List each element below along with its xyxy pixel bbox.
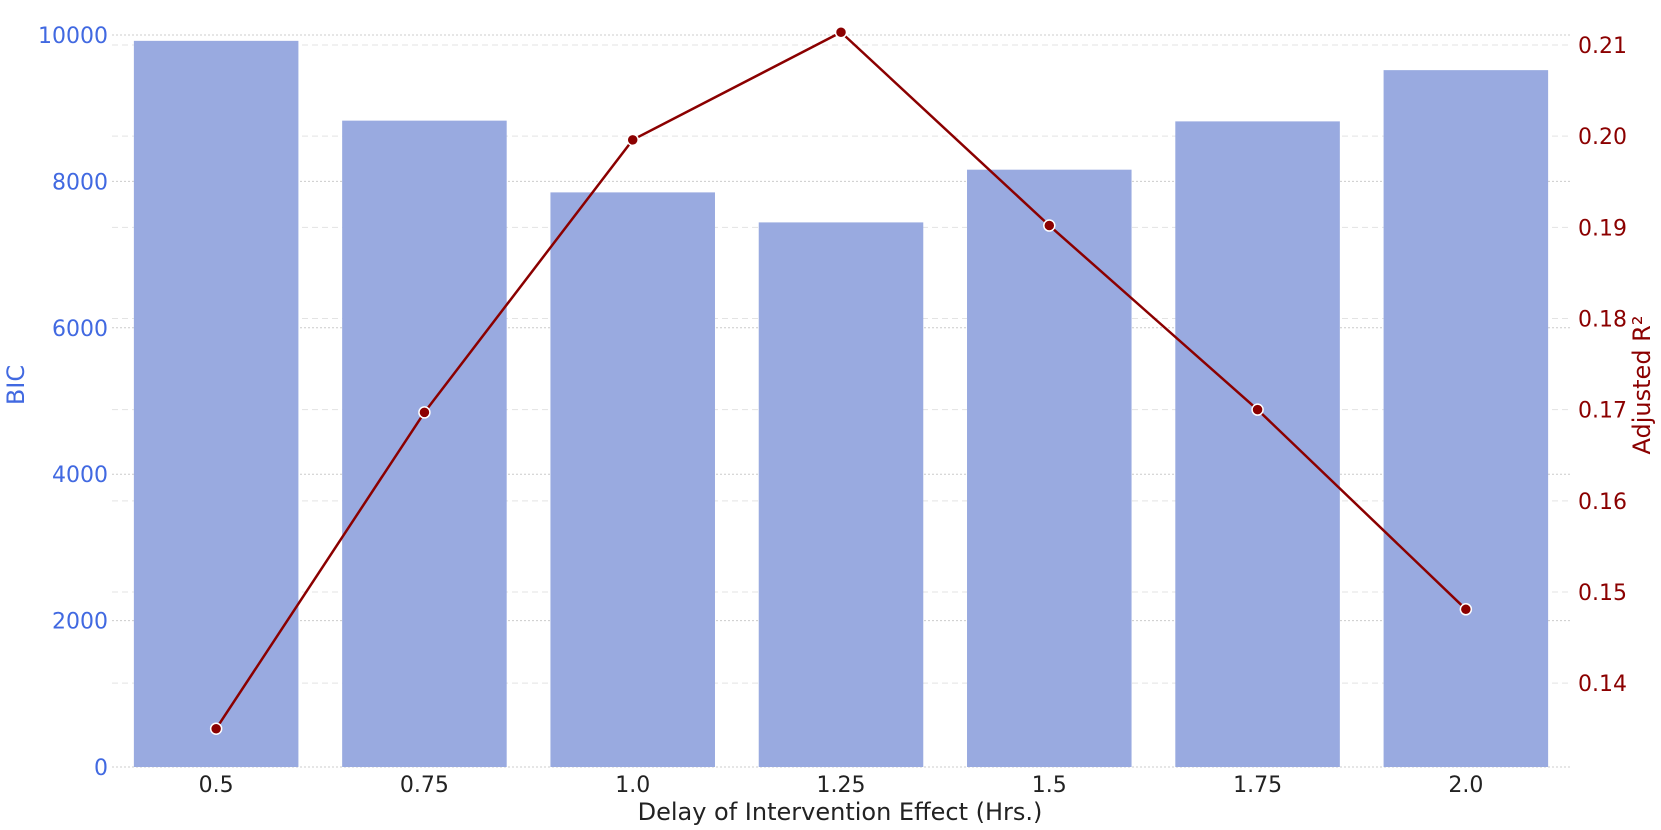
left-tick-label: 8000 [52, 170, 108, 195]
right-tick-label: 0.21 [1578, 34, 1627, 59]
x-tick-label: 0.75 [400, 773, 449, 798]
x-axis-label: Delay of Intervention Effect (Hrs.) [638, 798, 1043, 826]
adjusted-r2-point [418, 406, 431, 419]
left-tick-label: 0 [94, 756, 108, 781]
left-axis-label: BIC [2, 365, 30, 405]
x-tick-label: 2.0 [1448, 773, 1483, 798]
bic-bar [550, 192, 715, 767]
right-tick-label: 0.18 [1578, 308, 1627, 333]
adjusted-r2-point [1251, 403, 1264, 416]
x-tick-label: 1.5 [1032, 773, 1067, 798]
left-tick-label: 4000 [52, 463, 108, 488]
adjusted-r2-point [626, 133, 639, 147]
right-tick-label: 0.14 [1578, 672, 1627, 697]
adjusted-r2-point [834, 26, 848, 39]
x-tick-label: 1.0 [615, 773, 650, 798]
bic-bar [967, 169, 1132, 768]
right-tick-label: 0.15 [1578, 581, 1627, 606]
right-axis-ticks: 0.14 0.15 0.16 0.17 0.18 0.19 0.20 0.21 [1578, 34, 1627, 697]
bic-bar [1175, 121, 1340, 768]
right-tick-label: 0.17 [1578, 399, 1627, 424]
x-tick-label: 1.25 [817, 773, 866, 798]
adjusted-r2-point [209, 722, 223, 735]
bic-bar [758, 222, 924, 768]
left-tick-label: 2000 [52, 610, 108, 635]
adjusted-r2-line [209, 26, 1473, 735]
adjusted-r2-point [1459, 603, 1473, 616]
bic-bar [342, 120, 507, 768]
bic-bar [133, 40, 299, 767]
bic-bar [1383, 70, 1549, 768]
right-axis-label: Adjusted R² [1628, 316, 1656, 455]
x-axis-ticks: 0.5 0.75 1.0 1.25 1.5 1.75 2.0 [199, 773, 1484, 798]
x-tick-label: 0.5 [199, 773, 234, 798]
right-tick-label: 0.20 [1578, 125, 1627, 150]
adjusted-r2-point [1043, 219, 1056, 232]
left-axis-ticks: 0 2000 4000 6000 8000 10000 [38, 24, 108, 781]
left-tick-label: 10000 [38, 24, 108, 49]
right-tick-label: 0.19 [1578, 216, 1627, 241]
right-tick-label: 0.16 [1578, 490, 1627, 515]
bic-bars [133, 40, 1549, 768]
left-tick-label: 6000 [52, 317, 108, 342]
x-tick-label: 1.75 [1233, 773, 1282, 798]
